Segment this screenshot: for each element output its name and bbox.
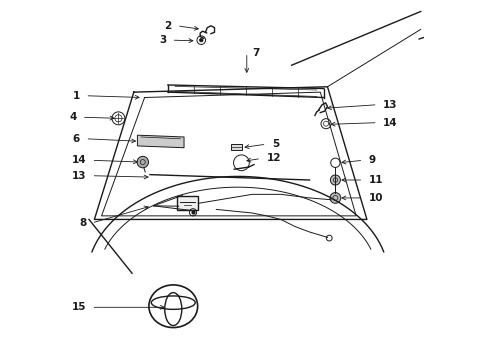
- Text: 13: 13: [383, 100, 397, 110]
- Polygon shape: [137, 135, 184, 148]
- Text: 14: 14: [383, 118, 398, 128]
- Circle shape: [330, 193, 341, 203]
- Text: 7: 7: [252, 48, 260, 58]
- Text: 3: 3: [159, 35, 166, 45]
- Circle shape: [330, 175, 341, 185]
- Text: 12: 12: [267, 153, 281, 163]
- Text: 14: 14: [72, 155, 86, 165]
- FancyBboxPatch shape: [177, 196, 198, 211]
- Text: 11: 11: [368, 175, 383, 185]
- Text: 13: 13: [72, 171, 86, 181]
- Text: 4: 4: [69, 112, 76, 122]
- Text: 10: 10: [368, 193, 383, 203]
- Text: 8: 8: [79, 218, 86, 228]
- Text: 2: 2: [164, 21, 171, 31]
- Text: 15: 15: [72, 302, 86, 312]
- Text: 5: 5: [272, 139, 279, 149]
- Circle shape: [199, 39, 203, 42]
- FancyBboxPatch shape: [231, 144, 242, 150]
- Circle shape: [137, 156, 148, 168]
- Text: 1: 1: [73, 91, 80, 101]
- Text: 6: 6: [73, 134, 80, 144]
- Text: 9: 9: [368, 155, 376, 165]
